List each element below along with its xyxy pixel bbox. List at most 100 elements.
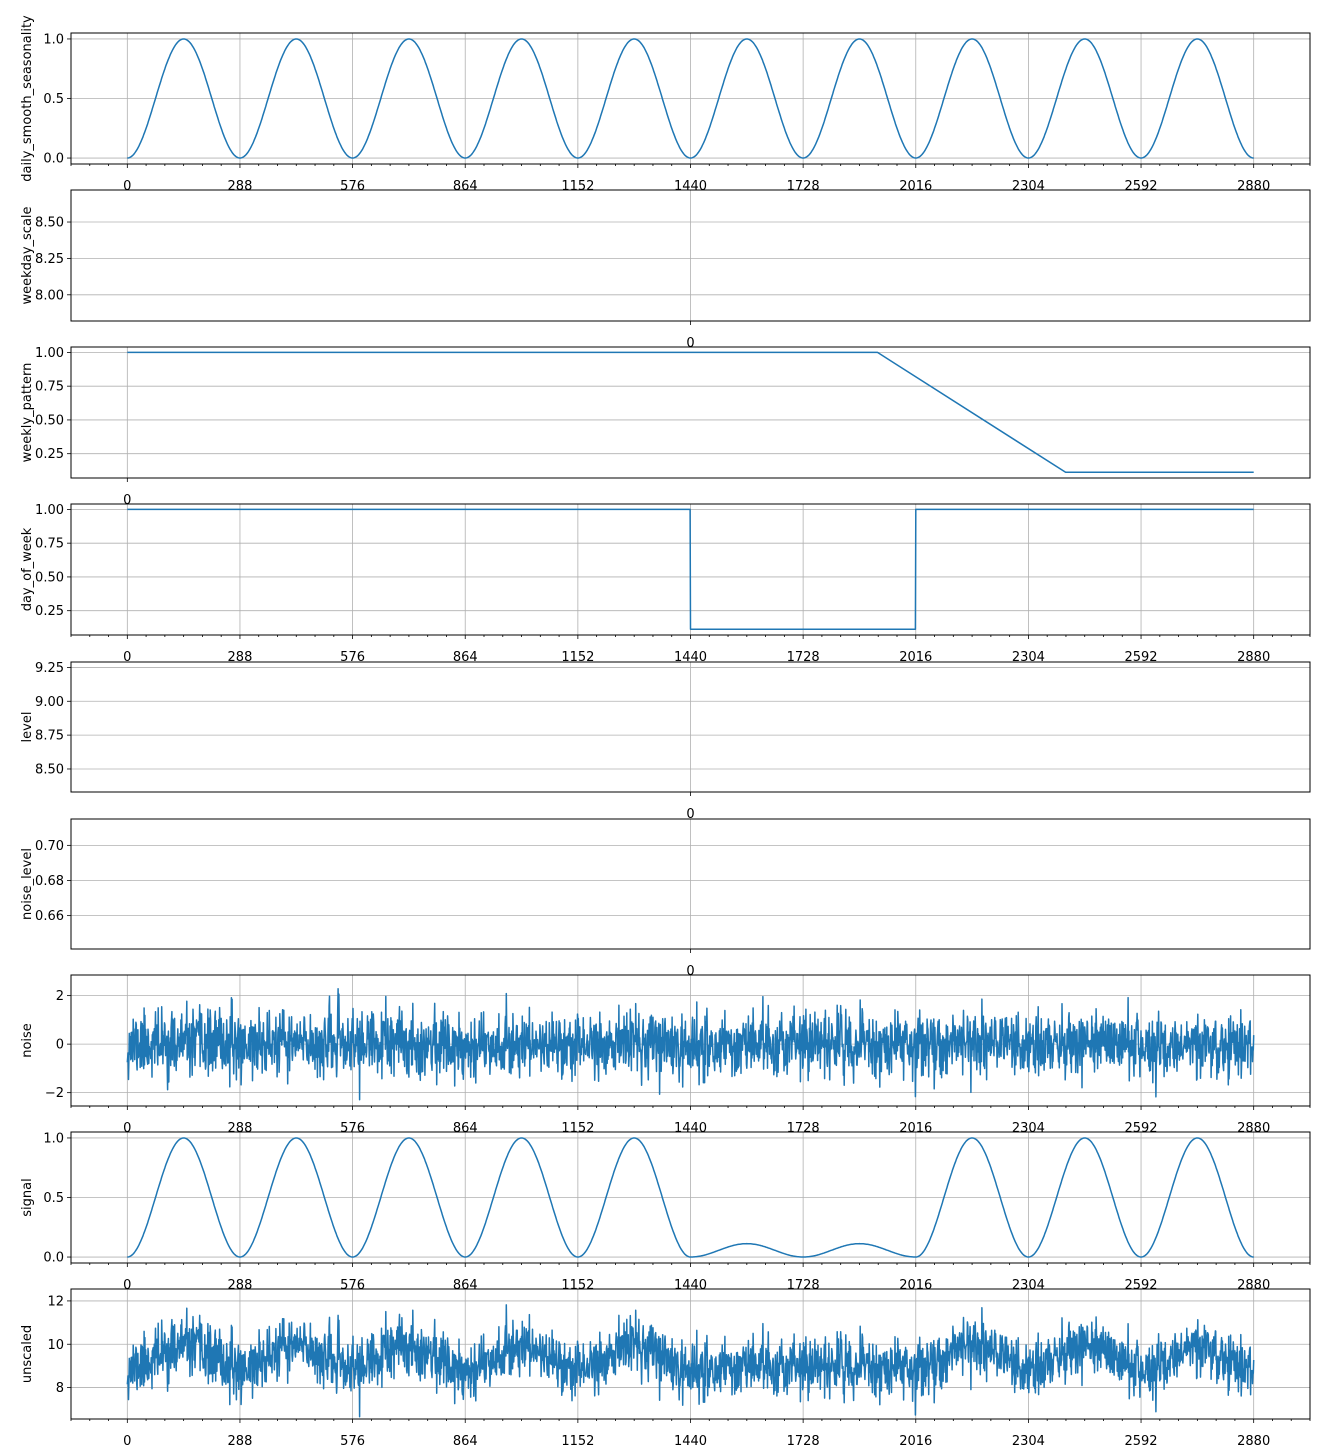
series-line-noise bbox=[126, 988, 1255, 1101]
subplot-signal: 0.00.51.00 288 576 864 1152 1440 1728 2016 2304 2… bbox=[20, 1131, 1311, 1293]
x-tick-label: 1728 bbox=[787, 1434, 820, 1449]
x-tick-label: 2880 bbox=[1237, 650, 1270, 665]
y-tick-label: 0.75 bbox=[35, 537, 64, 552]
axes-frame bbox=[70, 1288, 1311, 1420]
x-tick-label: 0 bbox=[123, 179, 131, 194]
x-tick-label: 1152 bbox=[561, 1434, 594, 1449]
x-tick-label: 2592 bbox=[1124, 1434, 1157, 1449]
y-tick-label: 10 bbox=[47, 1338, 64, 1353]
y-tick-label: 0.0 bbox=[43, 152, 64, 167]
y-tick-label: 8.25 bbox=[35, 252, 64, 267]
series-line-daily_smooth_seasonality bbox=[127, 38, 1254, 159]
x-tick-label: 0 bbox=[123, 650, 131, 665]
axes-frame bbox=[70, 661, 1311, 793]
y-tick-label: 0.66 bbox=[35, 909, 64, 924]
x-tick-label: 288 bbox=[228, 179, 253, 194]
subplot-daily_smooth_seasonality: 0.00.51.00 288 576 864 1152 1440 1728 2016 2304 2… bbox=[20, 15, 1311, 194]
axes-frame bbox=[70, 974, 1311, 1107]
x-tick-label: 0 bbox=[123, 493, 131, 508]
y-tick-label: 0.70 bbox=[35, 839, 64, 854]
axes-frame bbox=[70, 189, 1311, 322]
y-tick-label: 0.50 bbox=[35, 413, 64, 428]
y-tick-label: 8.00 bbox=[35, 288, 64, 303]
x-tick-label: 2880 bbox=[1237, 1434, 1270, 1449]
y-axis-label: noise bbox=[20, 1023, 35, 1058]
y-tick-label: 8.75 bbox=[35, 729, 64, 744]
x-tick-label: 0 bbox=[123, 1434, 131, 1449]
y-tick-label: 0.25 bbox=[35, 447, 64, 462]
series-line-unscaled bbox=[126, 1304, 1255, 1418]
y-tick-label: 0.68 bbox=[35, 874, 64, 889]
series-line-weekly_pattern bbox=[127, 351, 1254, 474]
y-tick-label: 1.00 bbox=[35, 503, 64, 518]
x-tick-label: 2016 bbox=[899, 650, 932, 665]
y-axis-label: unscaled bbox=[20, 1325, 35, 1383]
x-tick-label: 2304 bbox=[1012, 179, 1045, 194]
axes-frame bbox=[70, 818, 1311, 950]
x-tick-label: 2592 bbox=[1124, 179, 1157, 194]
y-axis-label: signal bbox=[20, 1178, 35, 1216]
x-tick-label: 2880 bbox=[1237, 179, 1270, 194]
x-tick-label: 2304 bbox=[1012, 1434, 1045, 1449]
x-tick-label: 1728 bbox=[787, 650, 820, 665]
y-axis-label: level bbox=[20, 712, 35, 743]
axes-frame bbox=[70, 503, 1311, 636]
y-tick-label: 1.00 bbox=[35, 346, 64, 361]
y-tick-label: 0.5 bbox=[43, 1191, 64, 1206]
y-tick-label: 8.50 bbox=[35, 762, 64, 777]
axes-frame bbox=[70, 32, 1311, 165]
x-tick-label: 2016 bbox=[899, 1434, 932, 1449]
x-tick-label: 1152 bbox=[561, 179, 594, 194]
x-tick-label: 0 bbox=[123, 1121, 131, 1136]
x-tick-label: 288 bbox=[228, 1434, 253, 1449]
y-tick-label: 12 bbox=[47, 1294, 64, 1309]
x-tick-label: 1728 bbox=[787, 179, 820, 194]
y-tick-label: 2 bbox=[56, 989, 64, 1004]
x-tick-label: 2016 bbox=[899, 179, 932, 194]
y-axis-label: noise_level bbox=[20, 848, 35, 920]
axes-frame bbox=[70, 1131, 1311, 1264]
y-axis-label: daily_smooth_seasonality bbox=[20, 15, 35, 182]
series-line-day_of_week bbox=[127, 508, 1254, 631]
subplot-noise_level: 0.66 0.68 0.70 0 noise_level bbox=[20, 818, 1311, 979]
x-tick-label: 1440 bbox=[674, 1434, 707, 1449]
axes-frame bbox=[70, 346, 1311, 479]
y-tick-label: 9.00 bbox=[35, 695, 64, 710]
x-tick-label: 864 bbox=[453, 1434, 478, 1449]
y-tick-label: 9.25 bbox=[35, 661, 64, 676]
y-tick-label: 1.0 bbox=[43, 1131, 64, 1146]
y-axis-label: weekly_pattern bbox=[20, 363, 35, 463]
x-tick-label: 1152 bbox=[561, 650, 594, 665]
subplot-weekday_scale: 8.00 8.25 8.50 0 weekday_scale bbox=[20, 189, 1311, 351]
x-tick-label: 0 bbox=[686, 964, 694, 979]
x-tick-label: 288 bbox=[228, 650, 253, 665]
subplot-weekly_pattern: 0.25 0.50 0.75 1.00 0 weekly_pattern bbox=[20, 346, 1311, 508]
y-tick-label: 0.75 bbox=[35, 380, 64, 395]
x-tick-label: 864 bbox=[453, 179, 478, 194]
subplot-level: 8.50 8.75 9.00 9.25 0 level bbox=[20, 661, 1311, 822]
series-line-signal bbox=[127, 1137, 1254, 1258]
y-tick-label: 8 bbox=[56, 1381, 64, 1396]
y-tick-label: 0.0 bbox=[43, 1251, 64, 1266]
y-tick-label: −2 bbox=[45, 1086, 64, 1101]
y-axis-label: day_of_week bbox=[20, 527, 35, 611]
x-tick-label: 0 bbox=[686, 336, 694, 351]
y-tick-label: 0.5 bbox=[43, 92, 64, 107]
y-tick-label: 0.25 bbox=[35, 604, 64, 619]
y-tick-label: 8.50 bbox=[35, 216, 64, 231]
subplot-day_of_week: 0.25 0.50 0.75 1.00 0 288 576 864 1152 1440 1728 20… bbox=[20, 503, 1311, 665]
x-tick-label: 0 bbox=[123, 1278, 131, 1293]
y-tick-label: 0.50 bbox=[35, 570, 64, 585]
x-tick-label: 0 bbox=[686, 807, 694, 822]
subplot-unscaled: 8 10 12 0 288 576 864 1152 1440 1728 2016 2304 2592 2… bbox=[20, 1288, 1311, 1449]
x-tick-label: 2592 bbox=[1124, 650, 1157, 665]
y-tick-label: 1.0 bbox=[43, 32, 64, 47]
x-tick-label: 2304 bbox=[1012, 650, 1045, 665]
y-axis-label: weekday_scale bbox=[20, 206, 35, 304]
x-tick-label: 576 bbox=[340, 179, 365, 194]
y-tick-label: 0 bbox=[56, 1038, 64, 1053]
x-tick-label: 864 bbox=[453, 650, 478, 665]
x-tick-label: 1440 bbox=[674, 650, 707, 665]
